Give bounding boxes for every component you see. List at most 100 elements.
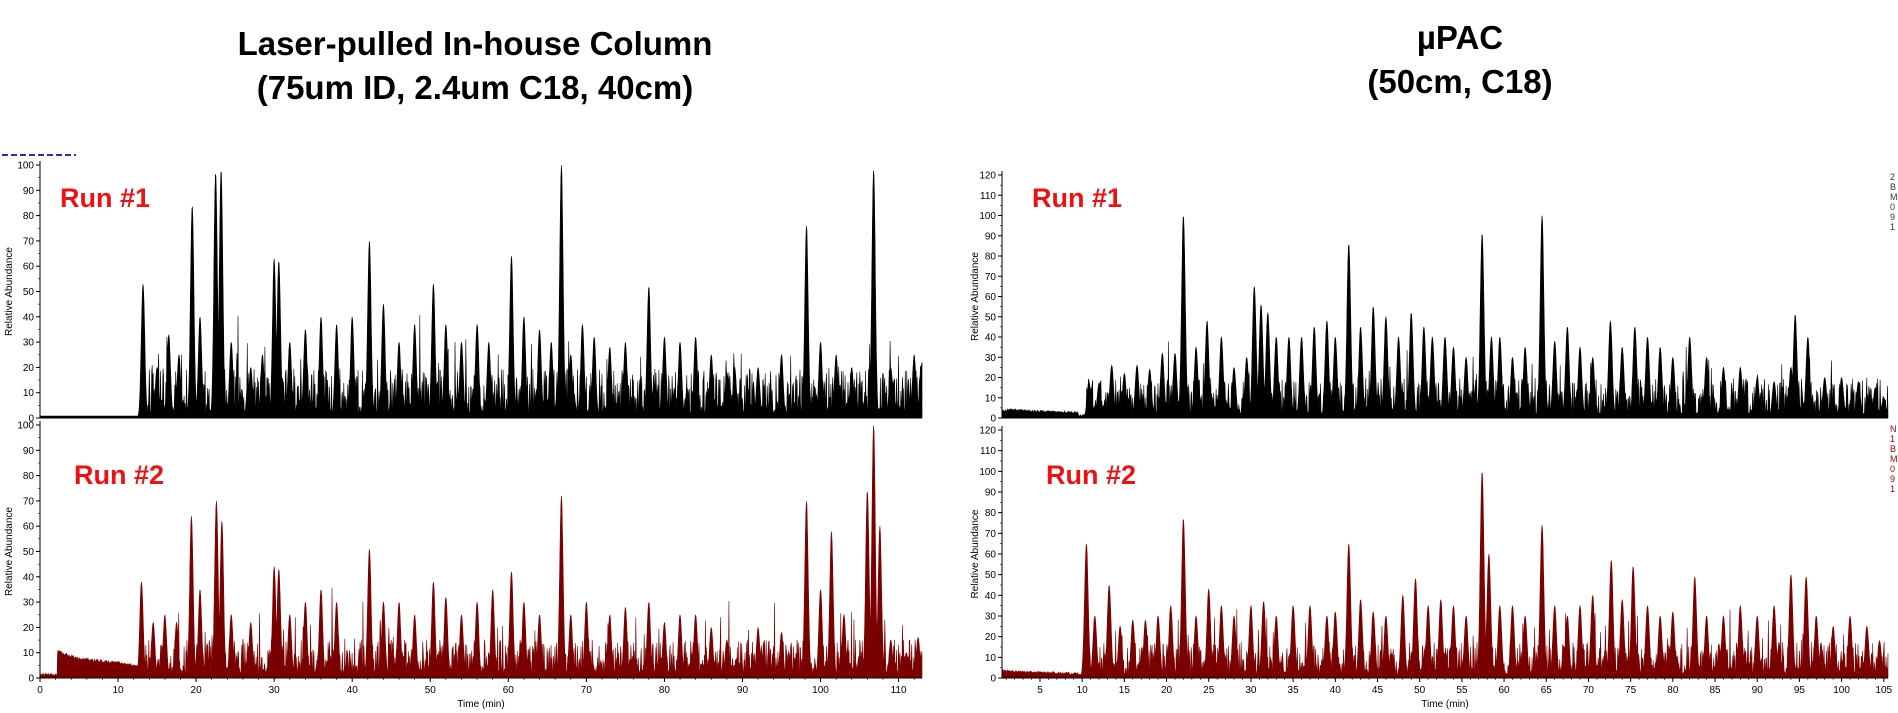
y-tick-label: 40 [23,572,35,583]
y-axis-label: Relative Abundance [4,507,15,596]
x-tick-label: 10 [1077,685,1089,696]
right-title-line2: (50cm, C18) [1367,63,1553,100]
y-axis-label: Relative Abundance [970,252,981,341]
side-label-top: 2 [1890,172,1895,182]
side-label-bottom: B [1890,444,1896,454]
x-tick-label: 105 [1875,685,1892,696]
x-tick-label: 70 [1583,685,1595,696]
x-tick-label: 95 [1794,685,1806,696]
right-title-line1: µPAC [1416,19,1504,56]
y-tick-label: 20 [985,373,997,384]
y-tick-label: 10 [23,648,35,659]
x-tick-label: 65 [1541,685,1553,696]
x-tick-label: 15 [1119,685,1131,696]
x-tick-label: 30 [269,685,281,696]
y-axis-label: Relative Abundance [970,509,981,598]
x-tick-label: 0 [37,685,43,696]
x-axis-label: Time (min) [457,699,504,710]
y-tick-label: 80 [23,471,35,482]
y-tick-label: 40 [985,333,997,344]
side-label-top: 0 [1890,202,1895,212]
y-tick-label: 80 [985,252,997,263]
y-tick-label: 60 [985,550,997,561]
y-tick-label: 70 [23,496,35,507]
x-tick-label: 50 [425,685,437,696]
run-label: Run #1 [1032,183,1122,213]
x-tick-label: 110 [891,685,907,696]
y-tick-label: 60 [23,262,35,273]
side-label-top: B [1890,182,1896,192]
x-tick-label: 80 [659,685,671,696]
x-tick-label: 10 [112,685,124,696]
chromatogram-trace-left-run1 [39,165,923,419]
y-tick-label: 60 [985,292,997,303]
y-tick-label: 0 [990,414,996,425]
x-tick-label: 100 [812,685,829,696]
y-axis-label: Relative Abundance [4,247,15,336]
y-tick-label: 100 [979,467,996,478]
y-tick-label: 0 [28,414,34,425]
y-tick-label: 20 [23,363,35,374]
side-label-bottom: 9 [1890,474,1895,484]
y-tick-label: 30 [23,338,35,349]
x-tick-label: 30 [1245,685,1257,696]
y-tick-label: 90 [985,231,997,242]
left-title-line1: Laser-pulled In-house Column [237,25,713,62]
x-tick-label: 75 [1625,685,1637,696]
chromatogram-trace-right-run1 [1001,215,1889,419]
y-tick-label: 100 [979,211,996,222]
y-tick-label: 100 [17,161,34,172]
chromatogram-trace-left-run2 [39,425,923,679]
run-label: Run #2 [74,460,164,490]
x-tick-label: 60 [1499,685,1511,696]
x-tick-label: 70 [581,685,593,696]
y-tick-label: 70 [985,529,997,540]
y-tick-label: 70 [23,236,35,247]
y-tick-label: 50 [23,547,35,558]
y-tick-label: 80 [23,211,35,222]
x-tick-label: 100 [1833,685,1850,696]
y-tick-label: 120 [979,426,996,437]
x-tick-label: 40 [347,685,359,696]
x-tick-label: 20 [1161,685,1173,696]
y-tick-label: 90 [23,446,35,457]
side-label-bottom: M [1890,454,1898,464]
x-tick-label: 85 [1709,685,1721,696]
y-tick-label: 50 [23,287,35,298]
y-tick-label: 120 [979,171,996,182]
y-tick-label: 20 [23,623,35,634]
y-tick-label: 0 [28,674,34,685]
run-label: Run #2 [1046,460,1136,490]
side-label-top: M [1890,192,1898,202]
y-tick-label: 60 [23,522,35,533]
y-tick-label: 10 [985,653,997,664]
x-tick-label: 35 [1288,685,1300,696]
y-tick-label: 90 [985,488,997,499]
side-label-bottom: N [1890,424,1897,434]
x-tick-label: 90 [1752,685,1764,696]
right-panel-title: µPAC (50cm, C18) [1020,16,1898,104]
x-tick-label: 25 [1203,685,1215,696]
y-tick-label: 90 [23,186,35,197]
x-tick-label: 50 [1414,685,1426,696]
chart-panel-left-run1: 0 10 20 30 40 50 60 70 80 90 100 Relative Abundance… [4,161,923,425]
y-tick-label: 80 [985,508,997,519]
y-tick-label: 20 [985,632,997,643]
side-label-bottom: 0 [1890,464,1895,474]
x-axis-label: Time (min) [1421,699,1468,710]
left-title-line2: (75um ID, 2.4um C18, 40cm) [256,69,694,106]
chart-panel-left-run2: 0 10 20 30 40 50 60 70 80 90 100 0 10 20 30 40 50 60 70 80 9… [4,421,923,710]
y-tick-label: 50 [985,312,997,323]
y-tick-label: 50 [985,570,997,581]
side-label-bottom: 1 [1890,484,1895,494]
chromatogram-trace-right-run2 [1001,472,1889,679]
y-tick-label: 70 [985,272,997,283]
x-tick-label: 40 [1330,685,1342,696]
y-tick-label: 110 [980,191,996,202]
x-tick-label: 5 [1037,685,1043,696]
x-tick-label: 60 [503,685,515,696]
y-tick-label: 0 [990,674,996,685]
y-tick-label: 110 [980,446,996,457]
x-tick-label: 55 [1456,685,1468,696]
